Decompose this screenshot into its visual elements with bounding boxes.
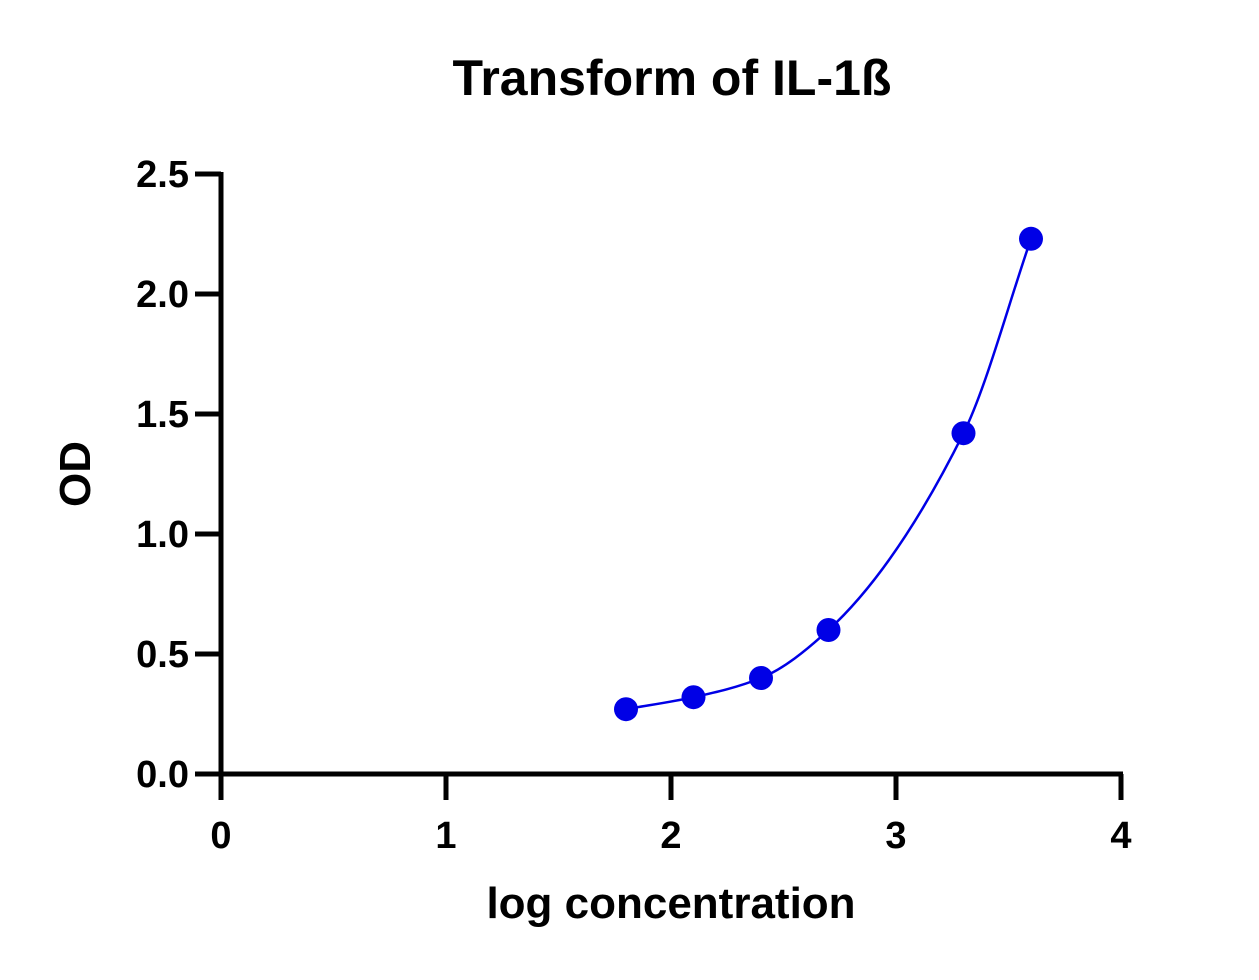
data-points-layer	[614, 226, 1043, 722]
y-tick-label: 2.5	[136, 154, 189, 196]
y-tick-label: 0.0	[136, 754, 189, 796]
data-point	[1019, 226, 1043, 251]
chart-title: Transform of IL-1ß	[453, 50, 892, 106]
data-point	[614, 697, 638, 722]
y-axis-label: OD	[51, 441, 100, 507]
y-tick-label: 1.0	[136, 514, 189, 556]
axes: 0.0 0.5 1.0 1.5 2.0 2.5 0 1 2 3 4	[136, 154, 1131, 857]
x-tick-label: 2	[660, 815, 681, 857]
data-point	[749, 666, 773, 690]
data-point	[681, 685, 706, 710]
y-tick-label: 0.5	[136, 634, 189, 676]
x-tick-label: 4	[1110, 815, 1131, 857]
data-point	[816, 618, 841, 642]
x-tick-label: 0	[210, 815, 231, 857]
y-tick-label: 1.5	[136, 394, 189, 436]
x-tick-label: 1	[435, 815, 456, 857]
y-tick-label: 2.0	[136, 274, 189, 316]
x-axis-label: log concentration	[486, 879, 855, 928]
x-tick-label: 3	[885, 815, 906, 857]
data-point	[951, 421, 976, 446]
